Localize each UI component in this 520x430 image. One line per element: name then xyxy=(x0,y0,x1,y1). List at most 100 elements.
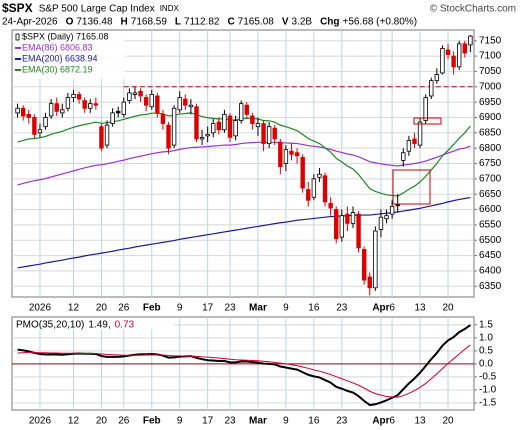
candle-body xyxy=(132,92,138,95)
y-tick-label: 6450 xyxy=(479,250,502,261)
candle-body xyxy=(300,156,305,189)
candle-body xyxy=(54,103,59,112)
candle-body xyxy=(110,112,115,125)
x-tick-label: 23 xyxy=(336,303,348,314)
candle-body xyxy=(361,249,367,281)
candle-body xyxy=(211,123,216,134)
y-tick-label: 6650 xyxy=(479,189,502,200)
x-tick-label: 20 xyxy=(442,303,454,314)
x-tick-label: 17 xyxy=(202,303,214,314)
candle-body xyxy=(99,126,104,149)
x-tick-label: Apr xyxy=(372,303,389,314)
y-tick-label: 1.5 xyxy=(479,319,493,330)
x-tick-label: 13 xyxy=(415,416,427,427)
candle-body xyxy=(127,92,132,101)
candle-body xyxy=(60,109,65,114)
symbol: $SPX xyxy=(2,1,33,15)
series-line xyxy=(17,112,471,197)
quote-value: 7168.59 xyxy=(131,17,168,28)
y-tick-label: 6550 xyxy=(479,220,502,231)
x-tick-label: Feb xyxy=(143,416,161,427)
candle-body xyxy=(339,215,345,238)
candle-body xyxy=(93,103,99,106)
candle-body xyxy=(350,212,356,224)
candle-body xyxy=(71,94,76,98)
y-tick-label: 1.0 xyxy=(479,332,493,343)
legend-swatch xyxy=(15,33,20,41)
candle-body xyxy=(272,127,277,140)
x-tick-label: 17 xyxy=(202,416,214,427)
candle-body xyxy=(216,121,222,131)
legend-label: $SPX (Daily) 7165.08 xyxy=(22,31,109,41)
candle-body xyxy=(76,94,82,100)
series-line xyxy=(17,196,471,269)
x-tick-label: Mar xyxy=(249,303,267,314)
candle-body xyxy=(395,204,400,207)
y-tick-label: 7050 xyxy=(479,66,502,77)
candle-body xyxy=(378,216,384,230)
x-tick-label: 23 xyxy=(224,416,236,427)
legend-label: EMA(30) 6872.19 xyxy=(22,64,93,74)
x-tick-label: 6 xyxy=(389,416,395,427)
quote-value: 7165.08 xyxy=(238,17,275,28)
quote-value: 7136.48 xyxy=(76,17,113,28)
candle-body xyxy=(155,95,160,114)
x-tick-label: 23 xyxy=(336,416,348,427)
x-tick-label: Mar xyxy=(249,416,267,427)
candle-body xyxy=(238,103,244,121)
candle-body xyxy=(266,126,272,144)
candle-body xyxy=(166,124,171,149)
x-tick-label: 2026 xyxy=(29,416,52,427)
y-tick-label: 7000 xyxy=(479,81,502,92)
copyright: © StockCharts.com xyxy=(430,4,516,15)
y-tick-label: 7100 xyxy=(479,51,502,62)
candle-body xyxy=(32,117,37,135)
candle-body xyxy=(389,206,395,215)
x-tick-label: 26 xyxy=(118,416,130,427)
x-tick-label: 9 xyxy=(177,303,183,314)
candle-body xyxy=(183,98,188,106)
quote-label: O xyxy=(66,17,74,28)
candle-body xyxy=(65,97,71,109)
candle-body xyxy=(322,175,328,203)
candle-body xyxy=(423,97,428,121)
legend-box xyxy=(13,318,173,330)
y-tick-label: 6600 xyxy=(479,204,502,215)
quote-label: Chg xyxy=(320,17,339,28)
candle-body xyxy=(384,215,389,220)
candle-body xyxy=(250,115,255,125)
candle-body xyxy=(37,129,43,134)
y-tick-label: 6400 xyxy=(479,266,502,277)
candle-body xyxy=(306,189,311,201)
quote-label: H xyxy=(121,17,128,28)
x-tick-label: 20 xyxy=(96,416,108,427)
x-tick-label: Apr xyxy=(372,416,389,427)
candle-body xyxy=(149,94,154,108)
candle-body xyxy=(227,115,233,138)
x-tick-label: 13 xyxy=(415,303,427,314)
candle-body xyxy=(417,121,423,146)
candle-body xyxy=(222,113,227,131)
quote-value: +56.68 (+0.80%) xyxy=(343,17,418,28)
y-tick-label: 6950 xyxy=(479,97,502,108)
y-tick-label: 6800 xyxy=(479,143,502,154)
candle-body xyxy=(278,141,283,167)
y-tick-label: 6750 xyxy=(479,158,502,169)
candle-body xyxy=(188,104,194,108)
x-tick-label: 12 xyxy=(68,303,80,314)
index-name: S&P 500 Large Cap Index xyxy=(39,4,155,15)
candle-body xyxy=(255,123,261,128)
y-tick-label: -1.0 xyxy=(479,385,497,396)
candle-body xyxy=(294,152,300,157)
candle-body xyxy=(451,55,456,68)
legend-label: 1.49, xyxy=(88,320,110,331)
x-tick-label: 20 xyxy=(96,303,108,314)
x-tick-label: 2026 xyxy=(29,303,52,314)
candle-body xyxy=(317,173,322,178)
candle-body xyxy=(289,150,294,155)
pmo-panel: 2026 12 20 26 Feb 9 17 23 Mar 9 16 23 Apr 6 13 201.51.0… xyxy=(11,316,497,427)
y-tick-label: 6500 xyxy=(479,235,502,246)
candle-body xyxy=(367,276,372,289)
